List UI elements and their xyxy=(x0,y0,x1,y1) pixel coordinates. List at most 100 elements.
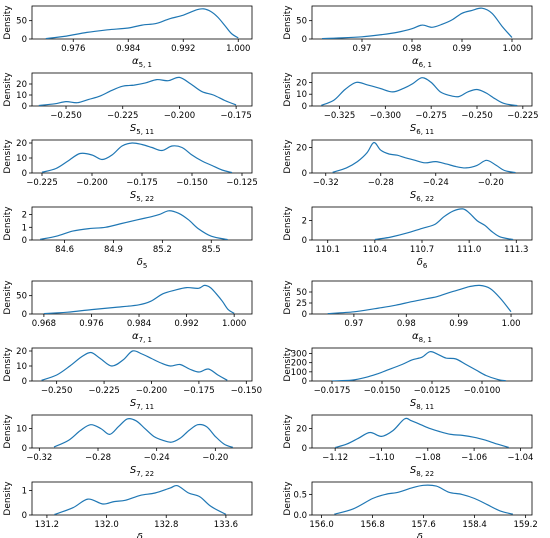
density-curve xyxy=(39,210,228,240)
x-tick-label: −0.250 xyxy=(461,111,492,121)
axes-frame xyxy=(311,280,533,315)
x-tick-label: 156.8 xyxy=(360,520,384,530)
y-axis-label: Density xyxy=(3,280,13,315)
y-axis-label: Density xyxy=(3,72,13,107)
y-axis-label: Density xyxy=(3,414,13,449)
y-tick-label: 10 xyxy=(16,362,27,372)
x-tick-label: 85.2 xyxy=(153,245,172,255)
x-tick-label: −0.28 xyxy=(368,178,394,188)
axes-frame xyxy=(311,347,533,382)
x-axis-label: S7, 22 xyxy=(130,465,154,478)
y-tick-label: 0 xyxy=(22,236,27,246)
y-tick-label: 100 xyxy=(291,368,307,378)
y-tick-label: 50 xyxy=(296,17,307,27)
y-tick-label: 0 xyxy=(302,169,307,179)
x-tick-label: 0.984 xyxy=(127,319,151,329)
x-tick-label: −1.06 xyxy=(461,453,487,463)
y-tick-label: 50 xyxy=(16,292,27,302)
x-tick-label: −0.0150 xyxy=(364,386,401,396)
y-tick-label: 10 xyxy=(16,425,27,435)
x-tick-label: 0.98 xyxy=(397,319,416,329)
density-curve xyxy=(321,7,513,39)
y-tick-label: 0 xyxy=(22,444,27,454)
y-tick-label: 0 xyxy=(22,102,27,112)
axes-frame xyxy=(311,414,533,449)
x-axis-label: S5, 11 xyxy=(130,123,154,136)
y-tick-label: 1 xyxy=(22,223,27,233)
x-tick-label: −1.10 xyxy=(368,453,394,463)
x-axis-label: α8, 1 xyxy=(412,331,432,344)
y-axis-label: Density xyxy=(3,139,13,174)
x-tick-label: −0.28 xyxy=(85,453,111,463)
x-tick-label: 0.97 xyxy=(353,44,372,54)
x-tick-label: 84.6 xyxy=(55,245,74,255)
y-axis-label: Density xyxy=(3,347,13,382)
density-curve xyxy=(45,8,239,39)
y-tick-label: 20 xyxy=(16,347,27,357)
x-tick-label: −0.200 xyxy=(76,178,107,188)
density-curve xyxy=(320,77,518,106)
y-tick-label: 10 xyxy=(16,91,27,101)
y-axis-label: Density xyxy=(283,414,293,449)
density-curve xyxy=(332,141,516,173)
x-tick-label: 0.976 xyxy=(79,319,103,329)
x-tick-label: 131.2 xyxy=(35,520,59,530)
x-tick-label: 0.984 xyxy=(116,44,140,54)
y-axis-label: Density xyxy=(3,481,13,516)
x-tick-label: −0.200 xyxy=(136,386,167,396)
x-axis-label: S6, 11 xyxy=(410,123,434,136)
y-tick-label: 25 xyxy=(296,299,307,309)
y-tick-label: 20 xyxy=(296,425,307,435)
y-tick-label: 0 xyxy=(22,310,27,320)
y-tick-label: 20 xyxy=(296,78,307,88)
x-tick-label: 0.98 xyxy=(403,44,422,54)
x-tick-label: 132.0 xyxy=(94,520,118,530)
y-tick-label: 0 xyxy=(302,310,307,320)
y-tick-label: 20 xyxy=(296,144,307,154)
y-tick-label: 10 xyxy=(16,154,27,164)
x-tick-label: 0.968 xyxy=(32,319,56,329)
y-axis-label: Density xyxy=(283,139,293,174)
x-tick-label: 110.4 xyxy=(363,245,387,255)
x-tick-label: −0.250 xyxy=(50,111,81,121)
x-tick-label: 0.992 xyxy=(171,44,195,54)
y-tick-label: 0.5 xyxy=(293,490,307,500)
x-tick-label: −0.225 xyxy=(107,111,138,121)
x-tick-label: 1.000 xyxy=(222,319,246,329)
x-axis-label: S8, 11 xyxy=(410,398,434,411)
x-tick-label: −0.175 xyxy=(183,386,214,396)
density-curve xyxy=(41,350,228,381)
y-axis-label: Density xyxy=(283,481,293,516)
x-tick-label: −1.08 xyxy=(415,453,441,463)
x-tick-label: 0.976 xyxy=(61,44,85,54)
x-tick-label: −0.225 xyxy=(507,111,538,121)
density-curve xyxy=(327,284,512,314)
density-curve xyxy=(41,142,233,173)
x-tick-label: 1.000 xyxy=(226,44,250,54)
axes-frame xyxy=(31,5,253,40)
y-tick-label: 20 xyxy=(16,139,27,149)
axes-frame xyxy=(31,72,253,107)
density-panel-11: −0.250 −0.225 −0.200 −0.175 −0.150 0 10 20Densi… xyxy=(3,347,262,411)
x-tick-label: −0.32 xyxy=(26,453,52,463)
density-curve xyxy=(38,76,237,106)
density-curve xyxy=(53,417,234,448)
y-axis-label: Density xyxy=(283,72,293,107)
x-tick-label: −0.325 xyxy=(324,111,355,121)
density-curve xyxy=(43,284,235,314)
x-tick-label: −0.24 xyxy=(144,453,170,463)
y-tick-label: 0 xyxy=(302,236,307,246)
x-tick-label: −1.12 xyxy=(322,453,348,463)
x-axis-label: δ5 xyxy=(137,257,148,270)
x-tick-label: −0.0175 xyxy=(314,386,351,396)
x-tick-label: 0.99 xyxy=(449,319,468,329)
y-tick-label: 300 xyxy=(291,350,307,360)
y-tick-label: 0 xyxy=(22,35,27,45)
x-tick-label: 111.0 xyxy=(457,245,481,255)
axes-frame xyxy=(311,481,533,516)
y-tick-label: 0 xyxy=(302,35,307,45)
y-tick-label: 0 xyxy=(302,444,307,454)
